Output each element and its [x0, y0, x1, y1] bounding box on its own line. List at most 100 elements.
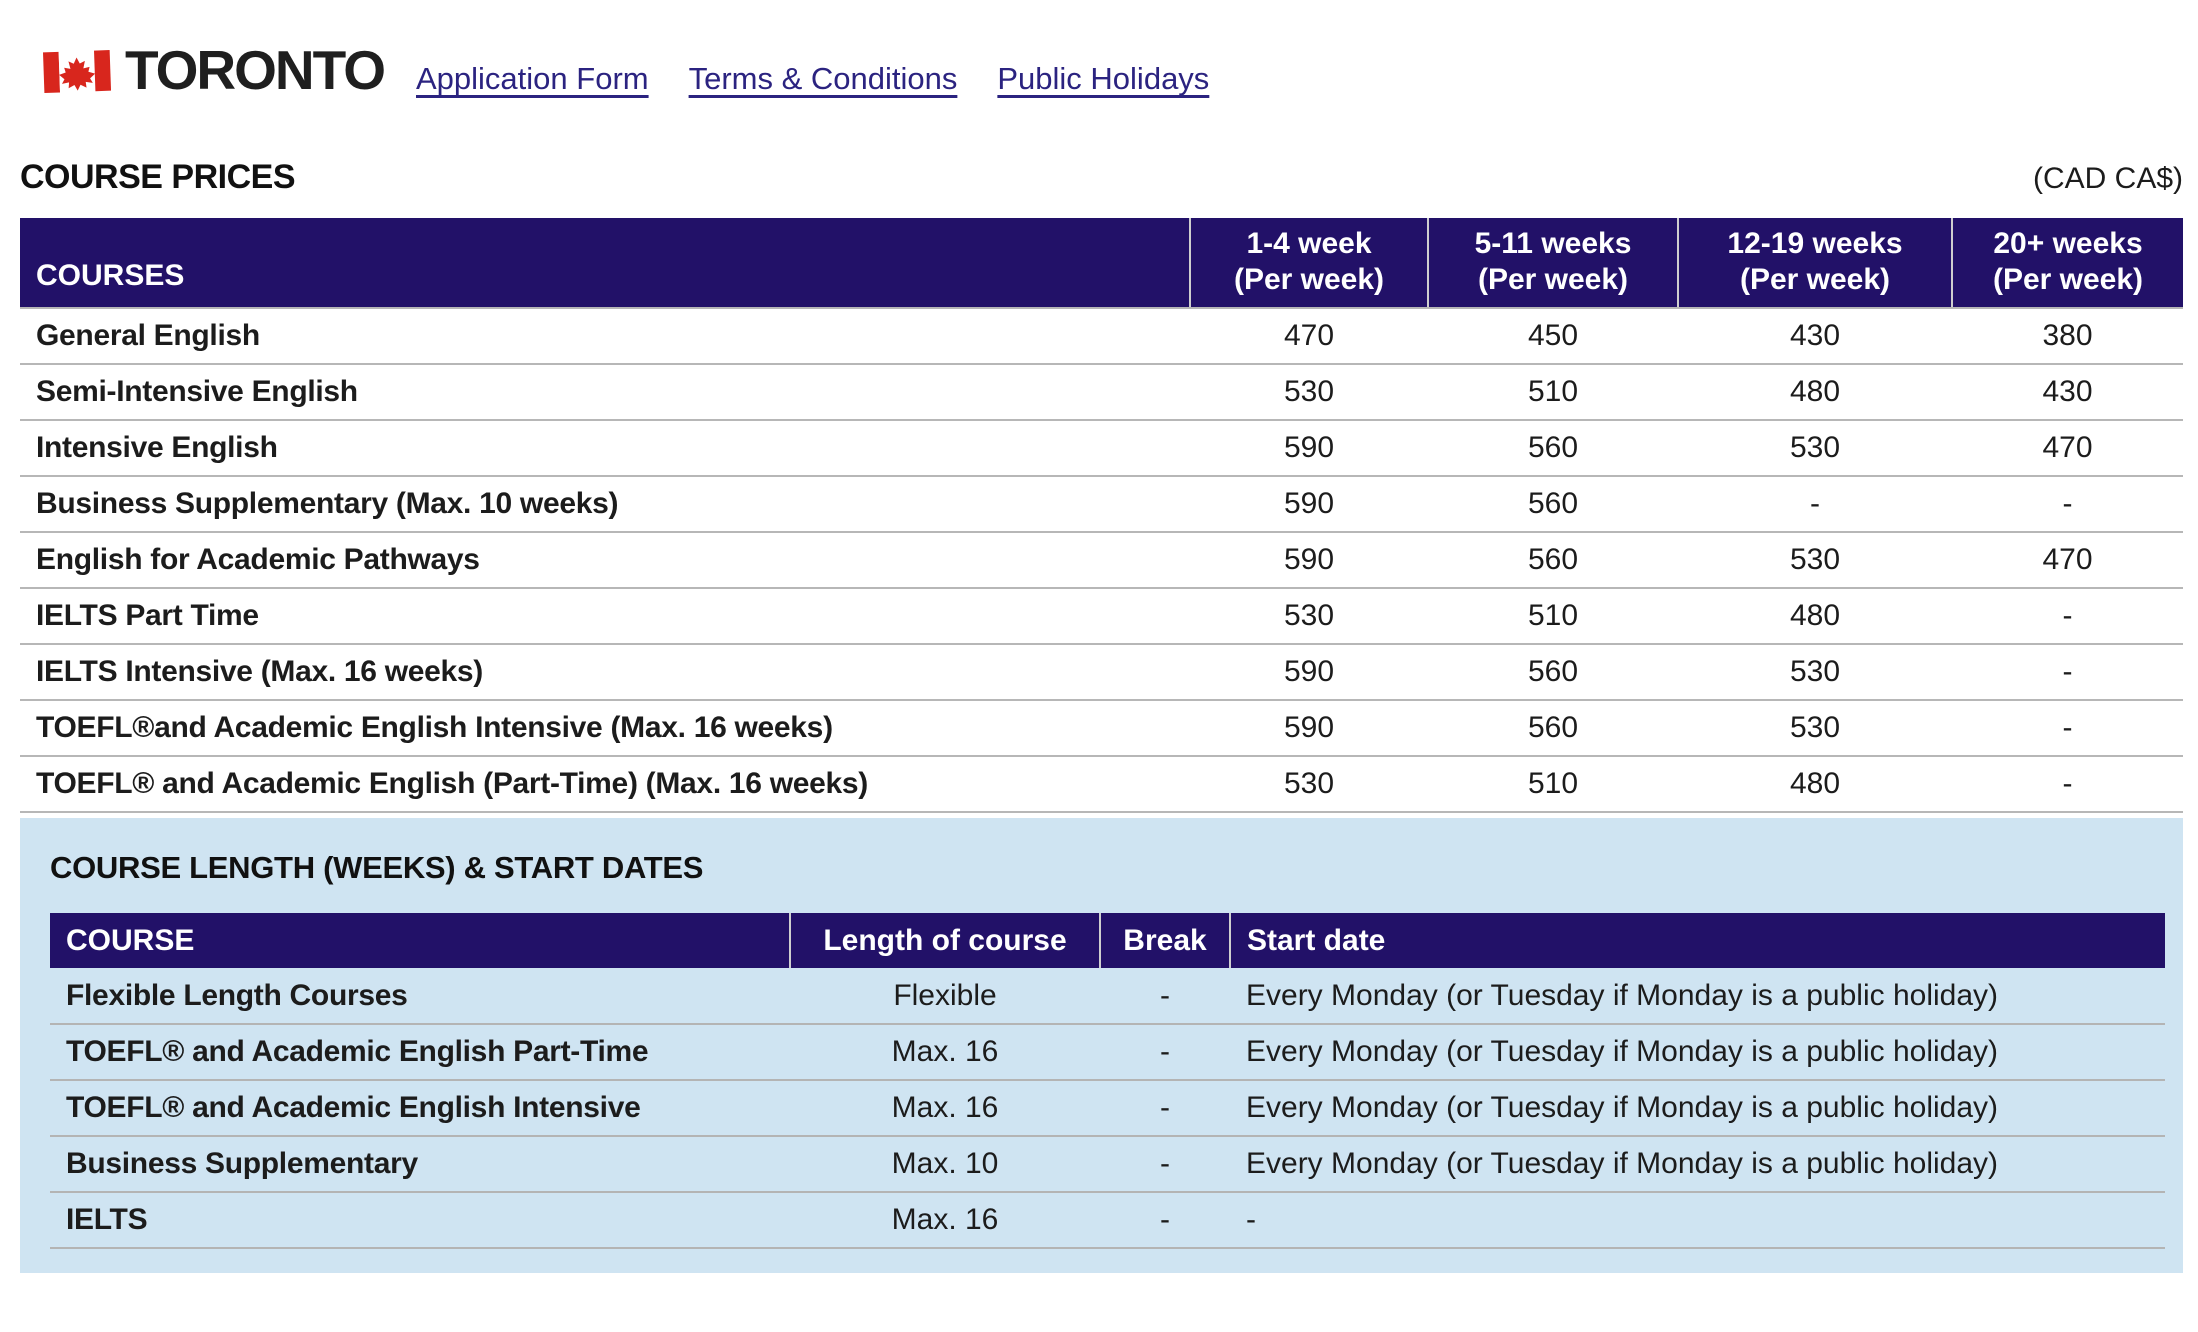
course-length-panel: COURSE LENGTH (WEEKS) & START DATES COUR…: [20, 818, 2183, 1273]
price-cell: 430: [1952, 364, 2183, 421]
start-date-cell: Every Monday (or Tuesday if Monday is a …: [1230, 1080, 2165, 1137]
price-cell: 560: [1428, 420, 1678, 477]
schedule-header-row: COURSE Length of course Break Start date: [50, 913, 2165, 968]
table-row: TOEFL® and Academic English Part-Time Ma…: [50, 1024, 2165, 1081]
course-name: Business Supplementary (Max. 10 weeks): [20, 476, 1190, 533]
price-cell: 590: [1190, 644, 1428, 701]
panel-title: COURSE LENGTH (WEEKS) & START DATES: [50, 850, 704, 885]
schedule-table: COURSE Length of course Break Start date…: [50, 913, 2165, 1249]
price-cell: 590: [1190, 700, 1428, 757]
course-name: TOEFL® and Academic English Part-Time: [50, 1024, 790, 1081]
column-header-12-19-weeks: 12-19 weeks (Per week): [1678, 218, 1953, 309]
price-cell: 530: [1678, 700, 1952, 757]
start-date-cell: Every Monday (or Tuesday if Monday is a …: [1230, 968, 2165, 1025]
page-title: COURSE PRICES: [20, 158, 296, 196]
course-name: TOEFL® and Academic English Intensive: [50, 1080, 790, 1137]
price-cell: -: [1952, 700, 2183, 757]
column-header-line: (Per week): [1739, 263, 1891, 296]
course-name: English for Academic Pathways: [20, 532, 1190, 589]
nav-link-terms-conditions[interactable]: Terms & Conditions: [688, 61, 958, 96]
price-cell: 530: [1678, 644, 1952, 701]
table-row: IELTS Max. 16 - -: [50, 1192, 2165, 1249]
start-date-cell: -: [1230, 1192, 2165, 1249]
break-cell: -: [1100, 1024, 1230, 1081]
price-cell: 560: [1428, 644, 1678, 701]
price-cell: -: [1952, 756, 2183, 813]
course-name: IELTS Part Time: [20, 588, 1190, 645]
column-header-line: (Per week): [1992, 263, 2144, 296]
column-header-break: Break: [1100, 913, 1231, 968]
column-header-line: 5-11 weeks: [1474, 227, 1632, 260]
price-cell: -: [1678, 476, 1952, 533]
price-cell: 480: [1678, 364, 1952, 421]
length-cell: Flexible: [790, 968, 1100, 1025]
table-row: Business Supplementary (Max. 10 weeks) 5…: [20, 476, 2183, 533]
column-header-line: 1-4 week: [1246, 227, 1372, 260]
nav-link-public-holidays[interactable]: Public Holidays: [997, 61, 1210, 96]
price-cell: 530: [1678, 420, 1952, 477]
course-name: TOEFL®and Academic English Intensive (Ma…: [20, 700, 1190, 757]
price-cell: 560: [1428, 476, 1678, 533]
price-cell: 590: [1190, 420, 1428, 477]
site-header: TORONTO Application Form Terms & Conditi…: [42, 39, 2183, 102]
column-header-courses: COURSES: [20, 218, 1191, 309]
price-cell: 510: [1428, 588, 1678, 645]
price-cell: 470: [1952, 532, 2183, 589]
column-header-line: 12-19 weeks: [1727, 227, 1903, 260]
course-name: Intensive English: [20, 420, 1190, 477]
table-row: General English 470 450 430 380: [20, 308, 2183, 365]
course-name: Semi-Intensive English: [20, 364, 1190, 421]
header-nav: Application Form Terms & Conditions Publ…: [416, 61, 1209, 97]
break-cell: -: [1100, 1192, 1230, 1249]
table-row: Business Supplementary Max. 10 - Every M…: [50, 1136, 2165, 1193]
price-cell: 530: [1190, 756, 1428, 813]
table-row: Intensive English 590 560 530 470: [20, 420, 2183, 477]
column-header-start-date: Start date: [1230, 913, 2165, 968]
price-cell: 530: [1190, 364, 1428, 421]
price-cell: 560: [1428, 532, 1678, 589]
price-cell: 380: [1952, 308, 2183, 365]
length-cell: Max. 16: [790, 1024, 1100, 1081]
column-header-course: COURSE: [50, 913, 791, 968]
table-row: IELTS Intensive (Max. 16 weeks) 590 560 …: [20, 644, 2183, 701]
table-row: Semi-Intensive English 530 510 480 430: [20, 364, 2183, 421]
table-row: Flexible Length Courses Flexible - Every…: [50, 968, 2165, 1025]
price-cell: 510: [1428, 364, 1678, 421]
length-cell: Max. 16: [790, 1192, 1100, 1249]
length-cell: Max. 16: [790, 1080, 1100, 1137]
table-row: English for Academic Pathways 590 560 53…: [20, 532, 2183, 589]
column-header-5-11-weeks: 5-11 weeks (Per week): [1428, 218, 1679, 309]
title-row: COURSE PRICES (CAD CA$): [20, 158, 2183, 197]
break-cell: -: [1100, 1080, 1230, 1137]
price-cell: 530: [1190, 588, 1428, 645]
price-cell: 560: [1428, 700, 1678, 757]
course-prices-table: COURSES 1-4 week (Per week) 5-11 weeks (…: [20, 218, 2183, 813]
price-cell: 470: [1190, 308, 1428, 365]
column-header-20-plus-weeks: 20+ weeks (Per week): [1952, 218, 2183, 309]
course-name: Business Supplementary: [50, 1136, 790, 1193]
nav-link-application-form[interactable]: Application Form: [416, 61, 649, 96]
price-header-row: COURSES 1-4 week (Per week) 5-11 weeks (…: [20, 218, 2183, 309]
price-cell: -: [1952, 476, 2183, 533]
price-cell: 430: [1678, 308, 1952, 365]
table-row: TOEFL® and Academic English (Part-Time) …: [20, 756, 2183, 813]
currency-note: (CAD CA$): [2032, 162, 2183, 195]
price-cell: -: [1952, 644, 2183, 701]
column-header-line: (Per week): [1233, 263, 1385, 296]
course-name: Flexible Length Courses: [50, 968, 790, 1025]
brand-title: TORONTO: [125, 39, 386, 101]
column-header-line: (Per week): [1477, 263, 1629, 296]
price-cell: 480: [1678, 588, 1952, 645]
price-cell: 590: [1190, 476, 1428, 533]
table-row: TOEFL® and Academic English Intensive Ma…: [50, 1080, 2165, 1137]
price-cell: 530: [1678, 532, 1952, 589]
table-row: IELTS Part Time 530 510 480 -: [20, 588, 2183, 645]
price-cell: 480: [1678, 756, 1952, 813]
course-name: TOEFL® and Academic English (Part-Time) …: [20, 756, 1190, 813]
course-name: General English: [20, 308, 1190, 365]
price-cell: -: [1952, 588, 2183, 645]
break-cell: -: [1100, 968, 1230, 1025]
length-cell: Max. 10: [790, 1136, 1100, 1193]
canada-flag-icon: [42, 46, 112, 101]
price-cell: 450: [1428, 308, 1678, 365]
